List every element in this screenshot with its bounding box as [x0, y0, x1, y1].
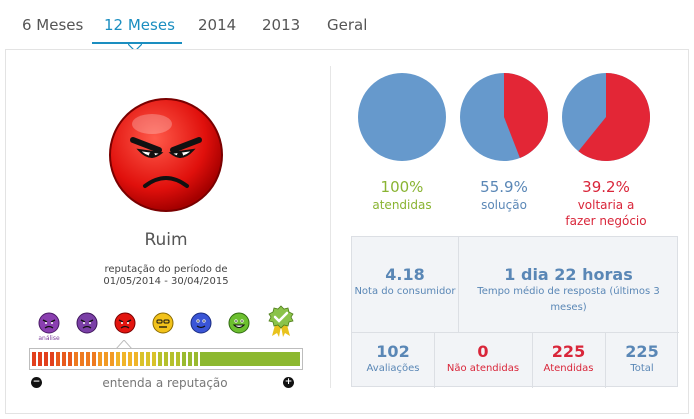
scale-segment — [122, 352, 126, 366]
total-label: Total — [630, 363, 654, 374]
scale-segment — [104, 352, 108, 366]
active-tab-underline — [92, 42, 182, 44]
face-ruim-icon[interactable] — [114, 312, 136, 334]
scale-segment — [86, 352, 90, 366]
pie-voltaria-red-slice — [578, 73, 651, 161]
scale-segment — [38, 352, 42, 366]
unanswered-cell: 0 Não atendidas — [434, 342, 532, 377]
pie-atendidas-blue-slice — [358, 73, 446, 161]
minus-icon[interactable]: − — [31, 377, 42, 388]
face-nao-recomendada-icon[interactable] — [38, 312, 60, 334]
grid-divider — [352, 332, 679, 333]
pie-voltaria-label: voltaria a fazer negócio — [551, 197, 661, 229]
scale-segment-filled — [200, 352, 300, 366]
scale-segment — [128, 352, 132, 366]
response-time-value: 1 dia 22 horas — [504, 265, 633, 284]
scale-segment — [140, 352, 144, 366]
scale-segment — [164, 352, 168, 366]
plus-icon[interactable]: + — [283, 377, 294, 388]
scale-segment — [44, 352, 48, 366]
stats-grid: 4.18 Nota do consumidor 1 dia 22 horas T… — [351, 236, 679, 388]
unanswered-label: Não atendidas — [446, 363, 520, 374]
total-cell: 225 Total — [605, 342, 679, 377]
analysis-label: análise — [38, 335, 60, 342]
pie-atendidas — [358, 73, 446, 161]
scale-segment — [170, 352, 174, 366]
pie-solucao-value: 55.9% — [480, 178, 528, 196]
ra1000-badge-icon[interactable] — [266, 305, 296, 337]
scale-segment — [110, 352, 114, 366]
pie-solucao-label-line: solução — [481, 198, 527, 212]
answered-cell: 225 Atendidas — [532, 342, 605, 377]
face-bom-icon[interactable] — [190, 312, 212, 334]
reviews-cell: 102 Avaliações — [352, 342, 434, 377]
grid-divider — [532, 332, 533, 388]
scale-segment — [152, 352, 156, 366]
tab-6-meses[interactable]: 6 Meses — [22, 16, 84, 34]
scale-segment — [62, 352, 66, 366]
response-time-label-1: Tempo médio de resposta (últimos 3 — [477, 286, 660, 297]
grid-divider — [605, 332, 606, 388]
panel-divider — [330, 66, 331, 388]
unanswered-value: 0 — [477, 342, 489, 361]
pie-solucao-red-slice — [504, 73, 548, 159]
pie-solucao-label: solução — [449, 197, 559, 213]
reviews-value: 102 — [376, 342, 410, 361]
period-label: reputação do período de — [104, 264, 228, 275]
pie-voltaria — [562, 73, 651, 161]
tab-12-meses[interactable]: 12 Meses — [104, 16, 175, 34]
face-regular-icon[interactable] — [152, 312, 174, 334]
angry-face-icon — [109, 98, 223, 212]
reviews-label: Avaliações — [366, 363, 420, 374]
scale-segment — [158, 352, 162, 366]
scale-segment — [32, 352, 36, 366]
response-time-cell: 1 dia 22 horas Tempo médio de resposta (… — [458, 265, 679, 316]
scale-segment — [188, 352, 192, 366]
scale-segment — [134, 352, 138, 366]
pie-voltaria-value: 39.2% — [582, 178, 630, 196]
scale-segment — [176, 352, 180, 366]
pie-voltaria-label-line-2: fazer negócio — [565, 214, 647, 228]
consumer-score-cell: 4.18 Nota do consumidor — [352, 265, 458, 300]
scale-segment — [92, 352, 96, 366]
scale-segment — [116, 352, 120, 366]
total-value: 225 — [625, 342, 659, 361]
scale-segment — [80, 352, 84, 366]
understand-reputation-link[interactable]: entenda a reputação — [102, 376, 228, 390]
tab-geral[interactable]: Geral — [327, 16, 368, 34]
scale-segment — [146, 352, 150, 366]
period-tabs: 6 Meses 12 Meses 2014 2013 Geral — [0, 0, 694, 52]
pie-voltaria-label-line-1: voltaria a — [577, 198, 635, 212]
pie-atendidas-label: atendidas — [347, 197, 457, 213]
answered-value: 225 — [551, 342, 586, 361]
response-time-label-2: meses) — [550, 302, 587, 313]
scale-segment — [194, 352, 198, 366]
grid-divider — [434, 332, 435, 388]
answered-label: Atendidas — [543, 363, 594, 374]
grid-divider — [458, 237, 459, 332]
face-otimo-icon[interactable] — [228, 312, 250, 334]
pie-atendidas-value: 100% — [380, 178, 424, 196]
consumer-score-label: Nota do consumidor — [354, 286, 456, 297]
scale-segment — [56, 352, 60, 366]
scale-segment — [74, 352, 78, 366]
scale-segment — [98, 352, 102, 366]
face-nao-recomendada-2-icon[interactable] — [76, 312, 98, 334]
reputation-scale — [29, 348, 303, 370]
consumer-score-value: 4.18 — [385, 265, 425, 284]
period-range: 01/05/2014 - 30/04/2015 — [103, 276, 229, 287]
scale-segment — [50, 352, 54, 366]
tab-2014[interactable]: 2014 — [198, 16, 237, 34]
reputation-scale-bar — [32, 352, 300, 366]
scale-segment — [182, 352, 186, 366]
pie-solucao — [460, 73, 548, 161]
pie-atendidas-label-line: atendidas — [372, 198, 432, 212]
scale-segment — [68, 352, 72, 366]
tab-2013[interactable]: 2013 — [262, 16, 301, 34]
reputation-rating: Ruim — [144, 230, 188, 250]
